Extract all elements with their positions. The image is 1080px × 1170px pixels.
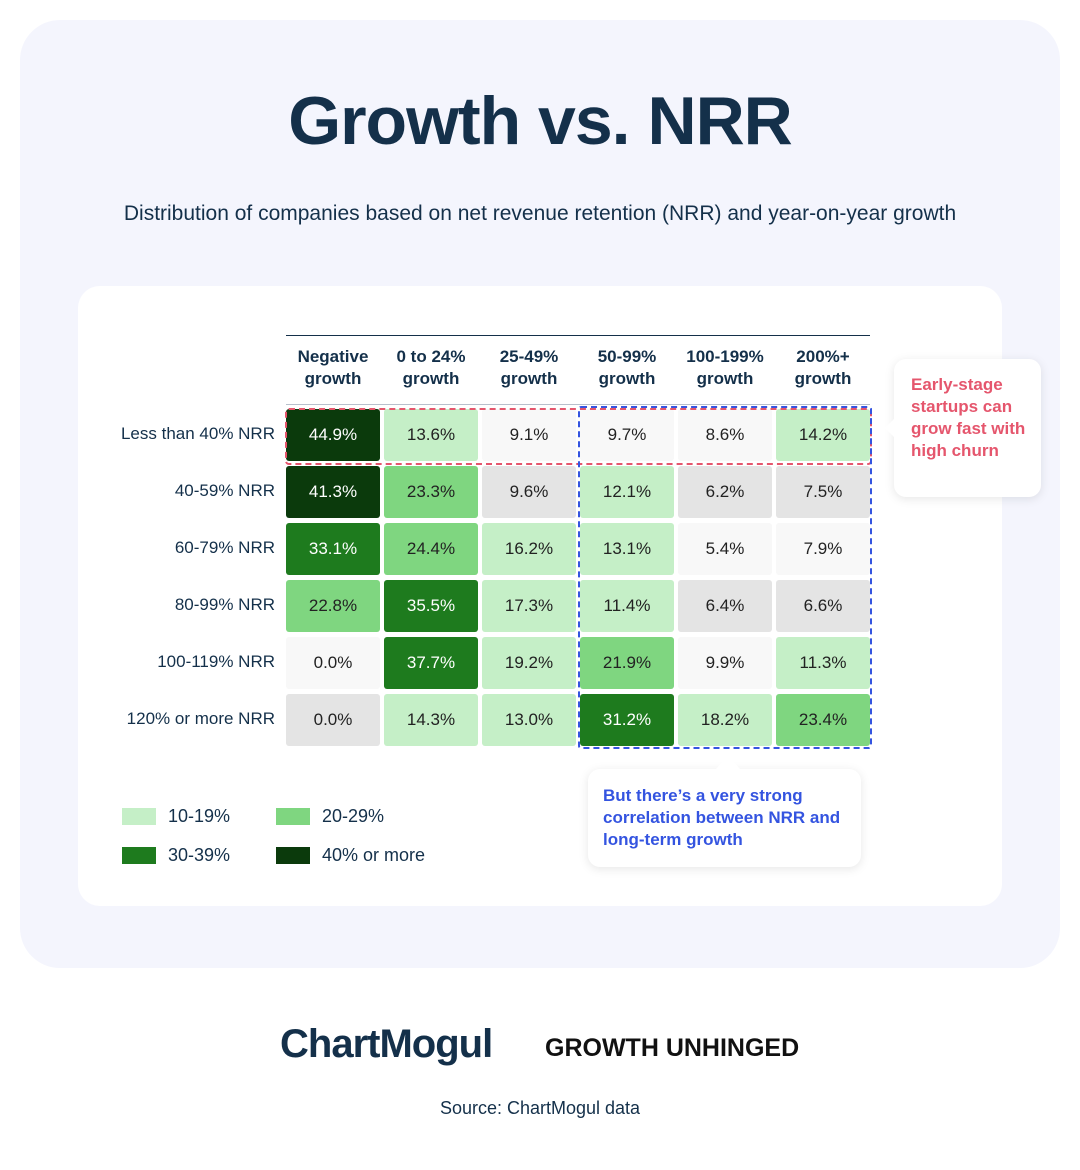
column-header: 100-199% growth	[676, 346, 774, 390]
legend-item: 30-39%	[122, 845, 230, 866]
heatmap-cell: 0.0%	[286, 637, 380, 689]
column-header-line: growth	[402, 369, 460, 388]
source-note: Source: ChartMogul data	[439, 1098, 641, 1118]
row-header: 120% or more NRR	[126, 709, 275, 728]
heatmap-cell: 11.3%	[776, 637, 870, 689]
row-header: Less than 40% NRR	[120, 424, 275, 443]
legend-swatch	[122, 847, 156, 864]
blue-callout: But there’s a very strong correlation be…	[588, 755, 861, 867]
column-header-line: 50-99%	[597, 347, 657, 366]
blue-callout-text: But there’s a very strong correlation be…	[603, 786, 841, 849]
heatmap-cell: 24.4%	[384, 523, 478, 575]
callout-pointer	[885, 419, 894, 437]
column-header-line: growth	[696, 369, 754, 388]
legend-swatch	[276, 847, 310, 864]
heatmap-cell: 16.2%	[482, 523, 576, 575]
chart-subtitle: Distribution of companies based on net r…	[123, 202, 957, 225]
legend-swatch	[276, 808, 310, 825]
header-bottom-rule	[286, 404, 870, 405]
column-header: Negative growth	[284, 346, 382, 390]
legend-item: 40% or more	[276, 845, 425, 866]
column-header-line: growth	[794, 369, 852, 388]
legend-item: 20-29%	[276, 806, 384, 827]
blue-highlight-box	[578, 406, 872, 749]
heatmap-cell: 13.1%	[580, 523, 674, 575]
heatmap-cell: 9.7%	[580, 409, 674, 461]
heatmap-cell: 8.6%	[678, 409, 772, 461]
heatmap-cell: 37.7%	[384, 637, 478, 689]
heatmap-cell: 12.1%	[580, 466, 674, 518]
column-header: 25-49% growth	[480, 346, 578, 390]
legend-swatch	[122, 808, 156, 825]
heatmap-cell: 6.4%	[678, 580, 772, 632]
heatmap-cell: 7.5%	[776, 466, 870, 518]
heatmap-cell: 11.4%	[580, 580, 674, 632]
row-header: 100-119% NRR	[157, 652, 275, 671]
heatmap-cell: 23.4%	[776, 694, 870, 746]
column-header: 50-99% growth	[578, 346, 676, 390]
heatmap-cell: 22.8%	[286, 580, 380, 632]
column-header-line: 25-49%	[499, 347, 559, 366]
red-callout: Early-stage startups can grow fast with …	[885, 359, 1041, 497]
heatmap-cell: 14.3%	[384, 694, 478, 746]
heatmap-cell: 9.6%	[482, 466, 576, 518]
callout-pointer	[716, 755, 740, 769]
legend-label: 40% or more	[322, 845, 426, 865]
column-header-line: 0 to 24%	[396, 347, 466, 366]
column-header-line: 100-199%	[686, 347, 764, 366]
heatmap-cell: 13.0%	[482, 694, 576, 746]
heatmap-cell: 14.2%	[776, 409, 870, 461]
heatmap-cell: 13.6%	[384, 409, 478, 461]
heatmap-cell: 21.9%	[580, 637, 674, 689]
heatmap-cell: 35.5%	[384, 580, 478, 632]
red-callout-text: Early-stage startups can grow fast with …	[911, 375, 1026, 460]
growth-unhinged-logo: GROWTH UNHINGED	[545, 1034, 800, 1062]
column-header: 200%+ growth	[774, 346, 872, 390]
heatmap-cell: 7.9%	[776, 523, 870, 575]
column-header-line: growth	[500, 369, 558, 388]
chartmogul-logo: ChartMogul	[280, 1022, 493, 1066]
column-header: 0 to 24% growth	[382, 346, 480, 390]
legend-label: 10-19%	[168, 806, 231, 826]
heatmap-cell: 41.3%	[286, 466, 380, 518]
column-header-line: growth	[304, 369, 362, 388]
header-top-rule	[286, 335, 870, 336]
column-header-line: 200%+	[796, 347, 850, 366]
legend-label: 20-29%	[322, 806, 385, 826]
heatmap-cell: 6.6%	[776, 580, 870, 632]
column-header-line: growth	[598, 369, 656, 388]
heatmap-cell: 9.1%	[482, 409, 576, 461]
heatmap-cell: 0.0%	[286, 694, 380, 746]
row-header: 40-59% NRR	[174, 481, 275, 500]
legend-label: 30-39%	[168, 845, 231, 865]
heatmap-cell: 33.1%	[286, 523, 380, 575]
heatmap-cell: 18.2%	[678, 694, 772, 746]
chart-title: Growth vs. NRR	[288, 83, 793, 159]
heatmap-cell: 19.2%	[482, 637, 576, 689]
heatmap-cell: 17.3%	[482, 580, 576, 632]
row-header: 80-99% NRR	[174, 595, 275, 614]
heatmap-cell: 5.4%	[678, 523, 772, 575]
heatmap-cell: 23.3%	[384, 466, 478, 518]
heatmap-cell: 6.2%	[678, 466, 772, 518]
heatmap-cell: 44.9%	[286, 409, 380, 461]
legend-item: 10-19%	[122, 806, 230, 827]
heatmap-cell: 9.9%	[678, 637, 772, 689]
heatmap-cell: 31.2%	[580, 694, 674, 746]
column-header-line: Negative	[297, 347, 369, 366]
row-header: 60-79% NRR	[174, 538, 275, 557]
